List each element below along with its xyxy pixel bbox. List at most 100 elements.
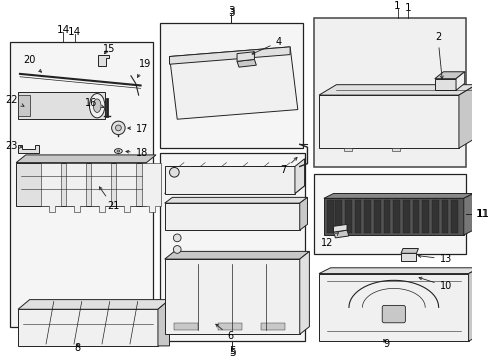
Polygon shape bbox=[18, 300, 169, 309]
Text: 5: 5 bbox=[228, 348, 235, 358]
Text: 2: 2 bbox=[434, 32, 442, 79]
Polygon shape bbox=[412, 200, 419, 233]
Text: 8: 8 bbox=[75, 343, 81, 353]
Ellipse shape bbox=[89, 94, 104, 118]
Polygon shape bbox=[237, 52, 254, 61]
Polygon shape bbox=[373, 200, 380, 233]
Polygon shape bbox=[164, 186, 304, 194]
Text: 18: 18 bbox=[126, 148, 148, 158]
Polygon shape bbox=[422, 200, 428, 233]
Text: 4: 4 bbox=[251, 37, 281, 54]
Polygon shape bbox=[169, 47, 297, 119]
Polygon shape bbox=[345, 200, 351, 233]
Polygon shape bbox=[400, 253, 416, 261]
Polygon shape bbox=[158, 300, 169, 346]
Circle shape bbox=[111, 121, 125, 135]
Text: 23: 23 bbox=[6, 141, 22, 151]
Text: 1: 1 bbox=[404, 3, 410, 13]
Polygon shape bbox=[141, 163, 161, 212]
Polygon shape bbox=[323, 194, 472, 198]
Polygon shape bbox=[458, 85, 475, 148]
Polygon shape bbox=[66, 163, 85, 212]
Polygon shape bbox=[318, 85, 475, 95]
Ellipse shape bbox=[117, 150, 120, 152]
Polygon shape bbox=[294, 159, 304, 194]
Text: 1: 1 bbox=[393, 1, 400, 12]
Ellipse shape bbox=[93, 99, 101, 112]
Polygon shape bbox=[431, 200, 438, 233]
Polygon shape bbox=[18, 95, 30, 116]
Text: 17: 17 bbox=[128, 124, 148, 134]
Polygon shape bbox=[91, 163, 110, 212]
Polygon shape bbox=[16, 155, 156, 163]
Polygon shape bbox=[354, 200, 361, 233]
Polygon shape bbox=[18, 309, 158, 346]
Polygon shape bbox=[299, 197, 307, 230]
Polygon shape bbox=[164, 166, 294, 194]
Polygon shape bbox=[434, 79, 455, 90]
Polygon shape bbox=[98, 55, 108, 66]
Polygon shape bbox=[164, 197, 307, 203]
Polygon shape bbox=[164, 251, 309, 259]
Polygon shape bbox=[400, 248, 418, 253]
Polygon shape bbox=[402, 200, 409, 233]
Polygon shape bbox=[326, 200, 333, 233]
Polygon shape bbox=[299, 251, 309, 334]
Polygon shape bbox=[164, 259, 299, 334]
Polygon shape bbox=[169, 47, 289, 64]
Polygon shape bbox=[174, 323, 198, 329]
Text: 11: 11 bbox=[474, 209, 488, 219]
FancyBboxPatch shape bbox=[382, 305, 405, 323]
Polygon shape bbox=[400, 276, 422, 284]
Polygon shape bbox=[364, 200, 370, 233]
Polygon shape bbox=[333, 230, 348, 238]
Text: 12: 12 bbox=[321, 233, 338, 248]
Polygon shape bbox=[383, 200, 389, 233]
Polygon shape bbox=[450, 200, 457, 233]
Text: 13: 13 bbox=[417, 254, 451, 264]
Text: 3: 3 bbox=[227, 6, 234, 16]
Text: 3: 3 bbox=[227, 8, 234, 18]
Text: 10: 10 bbox=[418, 277, 451, 291]
Polygon shape bbox=[16, 163, 146, 206]
Text: 14: 14 bbox=[57, 26, 70, 36]
Polygon shape bbox=[323, 198, 463, 235]
Bar bbox=[160, 153, 304, 341]
Text: 15: 15 bbox=[102, 44, 115, 54]
Text: 21: 21 bbox=[99, 187, 119, 211]
Polygon shape bbox=[455, 72, 464, 90]
Polygon shape bbox=[335, 200, 342, 233]
Polygon shape bbox=[41, 163, 61, 212]
Polygon shape bbox=[333, 224, 346, 232]
Circle shape bbox=[173, 246, 181, 253]
Text: 7: 7 bbox=[280, 157, 296, 175]
Polygon shape bbox=[261, 323, 285, 329]
Polygon shape bbox=[400, 271, 420, 278]
Polygon shape bbox=[468, 268, 479, 341]
Text: 14: 14 bbox=[68, 27, 81, 37]
Polygon shape bbox=[217, 323, 242, 329]
Polygon shape bbox=[434, 72, 464, 79]
Text: 19: 19 bbox=[137, 59, 151, 77]
Polygon shape bbox=[318, 274, 468, 341]
Polygon shape bbox=[18, 92, 104, 119]
Circle shape bbox=[169, 167, 179, 177]
Text: 6: 6 bbox=[215, 324, 233, 341]
Text: 16: 16 bbox=[85, 98, 104, 108]
Bar bbox=[10, 42, 153, 327]
Polygon shape bbox=[164, 203, 299, 230]
Circle shape bbox=[173, 234, 181, 242]
Polygon shape bbox=[463, 194, 472, 235]
Text: 9: 9 bbox=[383, 339, 389, 349]
Polygon shape bbox=[318, 95, 458, 148]
Text: 5: 5 bbox=[228, 346, 235, 356]
Polygon shape bbox=[116, 163, 136, 212]
Bar bbox=[314, 18, 465, 167]
Text: 22: 22 bbox=[5, 95, 24, 106]
Polygon shape bbox=[318, 268, 479, 274]
Polygon shape bbox=[18, 145, 39, 153]
Polygon shape bbox=[441, 200, 447, 233]
Text: 20: 20 bbox=[23, 55, 41, 72]
Bar bbox=[160, 23, 302, 148]
Ellipse shape bbox=[114, 149, 122, 153]
